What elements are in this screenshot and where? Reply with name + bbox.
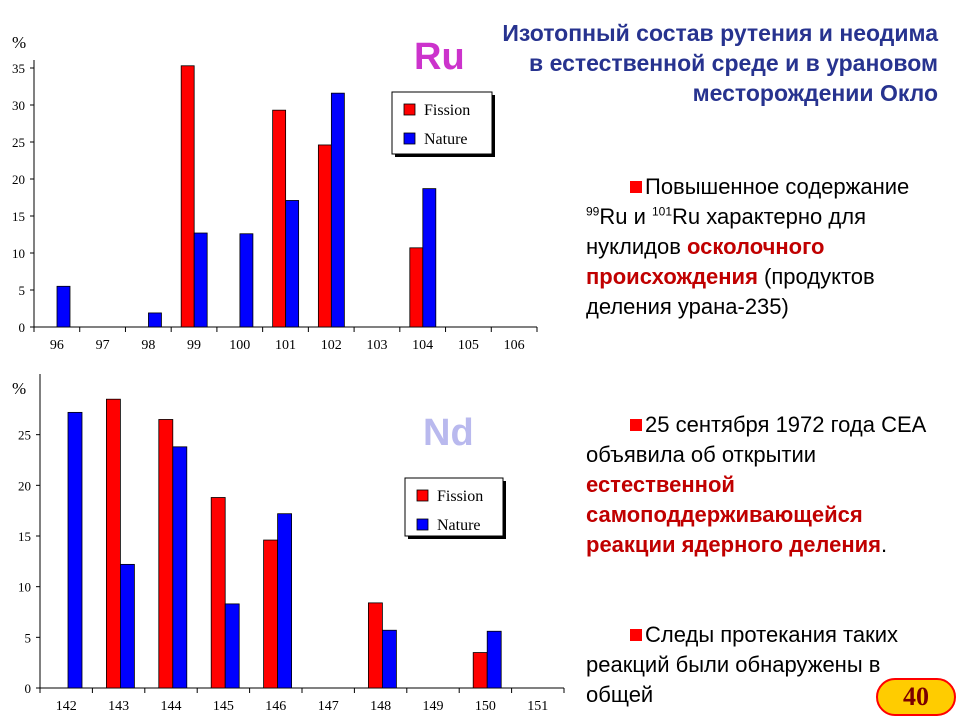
- x-tick-label: 98: [141, 338, 155, 353]
- y-tick-label: 20: [12, 172, 25, 187]
- bar-nature: [285, 200, 300, 328]
- bullet-text: Ru характерно для нуклидов: [586, 204, 866, 259]
- bar-fission: [263, 539, 279, 689]
- y-tick-label: 25: [12, 135, 25, 150]
- legend-label-nature: Nature: [437, 517, 481, 534]
- ru-element-label: Ru: [414, 36, 465, 78]
- x-tick-label: 102: [321, 338, 342, 353]
- bar-nature: [486, 630, 502, 689]
- x-tick-label: 149: [423, 699, 444, 714]
- x-tick-label: 103: [366, 338, 387, 353]
- slide-title: Изотопный состав рутения и неодима в ест…: [502, 20, 938, 106]
- bar-nature: [148, 312, 162, 328]
- y-tick-label: 5: [19, 283, 26, 298]
- y-tick-label: 5: [25, 630, 32, 645]
- legend-label-fission: Fission: [424, 102, 470, 119]
- x-tick-label: 151: [527, 699, 548, 714]
- bullet-text: .: [881, 532, 888, 557]
- legend-label-fission: Fission: [437, 488, 483, 505]
- x-tick-label: 99: [187, 338, 201, 353]
- y-tick-label: 20: [18, 478, 31, 493]
- bar-fission: [210, 497, 226, 689]
- bullet-3: Следы протекания таких реакций были обна…: [586, 620, 946, 710]
- bar-fission: [367, 602, 383, 689]
- x-tick-label: 100: [229, 338, 250, 353]
- y-tick-label: 30: [12, 98, 25, 113]
- bar-fission: [409, 247, 424, 328]
- y-axis-label: %: [12, 33, 26, 52]
- bullet-marker-icon: [630, 629, 642, 641]
- nd-isotope-chart: 0 5 10 15 20 25% 142 143 144 145 146 147 148 149 150 15…: [12, 374, 565, 714]
- bullet-text: (продуктов деления урана-235): [586, 264, 875, 319]
- y-tick-label: 15: [18, 529, 31, 544]
- x-tick-label: 101: [275, 338, 296, 353]
- x-tick-label: 144: [161, 699, 182, 714]
- isotope-mass-number: 99: [586, 204, 600, 219]
- bullet-text: Ru и: [599, 204, 652, 229]
- bar-nature: [172, 446, 188, 689]
- bar-nature: [422, 188, 437, 328]
- bar-nature: [277, 513, 293, 689]
- ru-isotope-chart: 0 5 10 15 20 25 30 35% 96 97 98 99 100 101 102 103 104 10…: [12, 33, 538, 353]
- x-tick-label: 104: [412, 338, 433, 353]
- y-tick-label: 35: [12, 61, 25, 76]
- bar-nature: [67, 411, 83, 689]
- x-tick-label: 146: [265, 699, 286, 714]
- highlight-text: осколочного происхождения: [586, 234, 825, 289]
- bullet-text: 25 сентября 1972 года CEA объявила об от…: [586, 412, 926, 467]
- x-tick-label: 96: [50, 338, 64, 353]
- x-tick-label: 97: [96, 338, 110, 353]
- bar-fission: [472, 652, 488, 689]
- bar-fission: [272, 109, 287, 328]
- x-tick-label: 150: [475, 699, 496, 714]
- x-tick-label: 143: [108, 699, 129, 714]
- y-tick-label: 25: [18, 428, 31, 443]
- x-tick-label: 106: [504, 338, 525, 353]
- bar-nature: [120, 563, 135, 689]
- bullet-text: Следы протекания таких реакций были обна…: [586, 622, 898, 707]
- bar-fission: [158, 419, 174, 689]
- bullet-marker-icon: [630, 419, 642, 431]
- highlight-text: естественной самоподдерживающейся реакци…: [586, 472, 882, 557]
- page-number-badge: 40: [876, 678, 956, 716]
- bar-nature: [193, 232, 208, 328]
- y-axis-label: %: [12, 379, 26, 398]
- bullet-2: 25 сентября 1972 года CEA объявила об от…: [586, 410, 946, 560]
- bullet-text: Повышенное содержание: [645, 174, 910, 199]
- bar-fission: [180, 65, 195, 328]
- bar-nature: [330, 92, 345, 328]
- x-tick-label: 148: [370, 699, 391, 714]
- legend-swatch-nature: [403, 132, 416, 145]
- y-tick-label: 10: [18, 580, 31, 595]
- isotope-mass-number: 101: [652, 204, 673, 219]
- y-tick-label: 0: [19, 320, 26, 335]
- bullet-1: Повышенное содержание 99Ru и 101Ru харак…: [586, 172, 946, 322]
- bar-nature: [56, 285, 71, 328]
- legend-label-nature: Nature: [424, 131, 468, 148]
- bar-fission: [106, 398, 121, 689]
- y-tick-label: 10: [12, 246, 25, 261]
- nd-element-label: Nd: [423, 412, 474, 454]
- x-tick-label: 147: [318, 699, 339, 714]
- y-tick-label: 0: [25, 681, 32, 696]
- x-tick-label: 105: [458, 338, 479, 353]
- bullet-marker-icon: [630, 181, 642, 193]
- y-tick-label: 15: [12, 209, 25, 224]
- legend-swatch-fission: [416, 489, 429, 502]
- legend-box: [391, 91, 493, 155]
- legend-swatch-fission: [403, 103, 416, 116]
- legend-swatch-nature: [416, 518, 429, 531]
- bar-nature: [381, 629, 397, 689]
- x-tick-label: 142: [56, 699, 77, 714]
- bar-nature: [224, 603, 240, 689]
- x-tick-label: 145: [213, 699, 234, 714]
- bar-nature: [239, 233, 254, 328]
- bar-fission: [317, 144, 332, 328]
